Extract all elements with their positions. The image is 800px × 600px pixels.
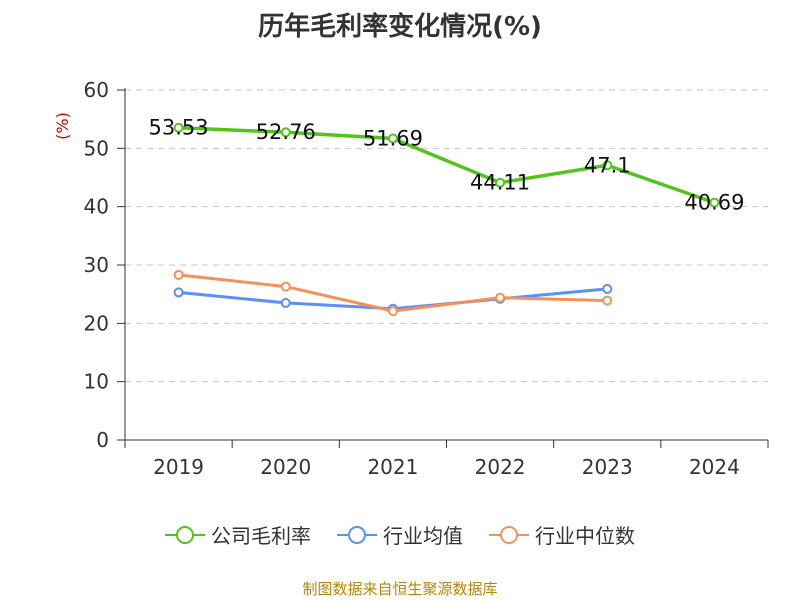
data-point (387, 133, 398, 144)
legend-marker-icon (337, 525, 377, 544)
x-tick-label: 2024 (689, 455, 740, 479)
legend-item-company[interactable]: 公司毛利率 (165, 520, 311, 549)
x-tick-label: 2023 (582, 455, 633, 479)
data-point (495, 292, 506, 303)
y-tick-label: 0 (96, 428, 109, 452)
data-point (709, 197, 720, 208)
data-point (280, 297, 291, 308)
data-point (602, 160, 613, 171)
y-tick-label: 10 (84, 370, 109, 394)
x-tick-label: 2019 (153, 455, 204, 479)
x-tick-label: 2020 (260, 455, 311, 479)
legend-marker-icon (165, 525, 205, 544)
series-line (178, 125, 715, 205)
legend-item-industry-mean[interactable]: 行业均值 (337, 520, 463, 549)
data-point (173, 287, 184, 298)
y-tick-label: 40 (84, 195, 109, 219)
data-label: 47.1 (584, 153, 631, 177)
y-tick-label: 30 (84, 253, 109, 277)
data-label: 51.69 (363, 126, 423, 150)
data-point (280, 281, 291, 292)
data-label: 53.53 (149, 116, 209, 140)
data-label: 52.76 (256, 120, 316, 144)
legend-label: 行业中位数 (535, 524, 635, 548)
legend-item-industry-median[interactable]: 行业中位数 (489, 520, 635, 549)
legend-label: 行业均值 (383, 524, 463, 548)
data-point (602, 283, 613, 294)
legend-marker-icon (489, 525, 529, 544)
y-tick-label: 50 (84, 136, 109, 160)
legend-label: 公司毛利率 (211, 524, 311, 548)
data-point (602, 295, 613, 306)
source-note: 制图数据来自恒生聚源数据库 (302, 580, 498, 598)
data-label: 40.69 (684, 191, 744, 215)
data-point (280, 127, 291, 138)
y-tick-label: 60 (84, 78, 109, 102)
data-point (173, 122, 184, 133)
y-axis-label: (%) (53, 112, 72, 140)
y-tick-label: 20 (84, 311, 109, 335)
data-point (387, 306, 398, 317)
chart-title: 历年毛利率变化情况(%) (258, 12, 542, 42)
data-label: 44.11 (470, 171, 530, 195)
data-point (495, 177, 506, 188)
x-tick-label: 2022 (475, 455, 526, 479)
x-tick-label: 2021 (367, 455, 418, 479)
data-point (173, 269, 184, 280)
legend: 公司毛利率 行业均值 行业中位数 (0, 520, 800, 549)
